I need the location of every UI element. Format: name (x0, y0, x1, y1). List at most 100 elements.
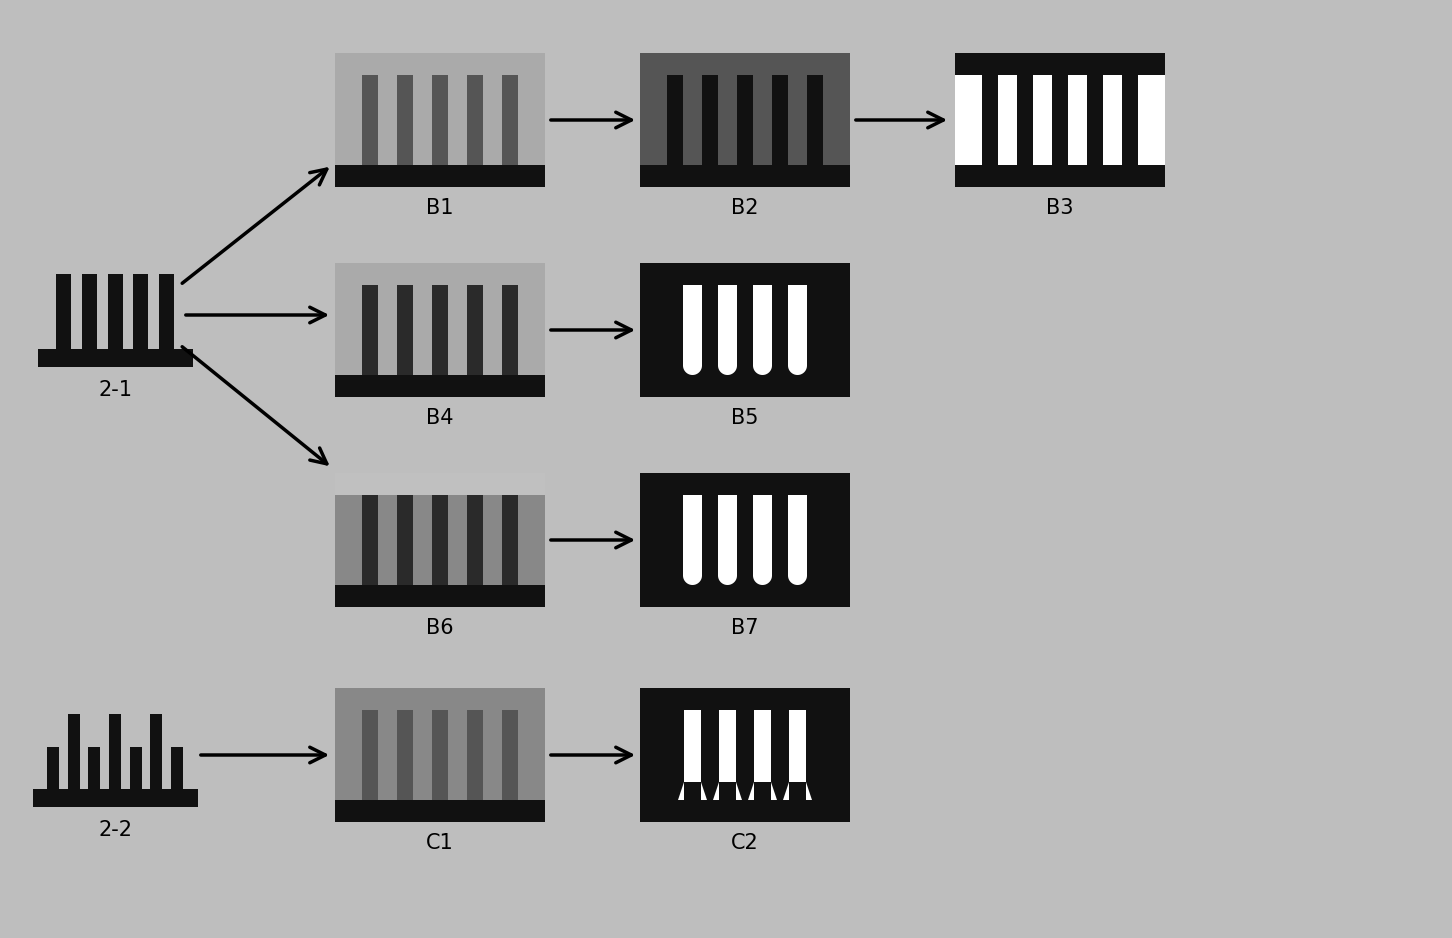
Polygon shape (788, 366, 807, 375)
Bar (955, 53, 1165, 75)
Bar (362, 495, 378, 585)
Bar (468, 285, 484, 375)
Polygon shape (783, 782, 790, 800)
Bar (396, 495, 412, 585)
Polygon shape (682, 576, 701, 585)
Bar (1032, 75, 1053, 165)
Bar (150, 714, 163, 789)
Bar (790, 710, 806, 782)
Bar (171, 748, 183, 789)
Bar (335, 585, 544, 607)
Bar (109, 714, 121, 789)
Polygon shape (713, 782, 719, 800)
Polygon shape (499, 375, 521, 382)
Bar (666, 75, 682, 165)
Polygon shape (682, 366, 701, 375)
Polygon shape (717, 366, 738, 375)
Bar (433, 710, 449, 800)
Bar (755, 710, 771, 782)
Bar (1104, 75, 1122, 165)
Bar (640, 263, 849, 285)
Bar (640, 285, 849, 375)
Bar (788, 285, 807, 366)
Text: B4: B4 (427, 408, 453, 428)
Bar (335, 75, 544, 165)
Bar (335, 710, 544, 800)
Bar (640, 585, 849, 607)
Bar (396, 75, 412, 165)
Bar (335, 495, 544, 585)
Bar (81, 274, 97, 349)
Text: B1: B1 (427, 198, 453, 218)
Polygon shape (463, 375, 486, 382)
Text: B2: B2 (732, 198, 759, 218)
Bar (396, 285, 412, 375)
Bar (717, 495, 738, 576)
Bar (68, 714, 80, 789)
Bar (682, 495, 701, 576)
Bar (335, 165, 544, 187)
Bar (502, 710, 518, 800)
Polygon shape (736, 782, 742, 800)
Bar (640, 800, 849, 822)
Bar (502, 285, 518, 375)
Bar (772, 75, 788, 165)
Bar (433, 75, 449, 165)
Bar (640, 75, 849, 165)
Polygon shape (754, 366, 772, 375)
Text: B7: B7 (732, 618, 759, 638)
Bar (335, 53, 544, 75)
Polygon shape (754, 576, 772, 585)
Bar (1069, 75, 1088, 165)
Bar (502, 75, 518, 165)
Bar (640, 688, 849, 710)
Polygon shape (428, 375, 452, 382)
Bar (682, 285, 701, 366)
Bar (433, 495, 449, 585)
Bar (38, 349, 193, 367)
Bar (335, 800, 544, 822)
Polygon shape (717, 576, 738, 585)
Bar (640, 710, 849, 800)
Bar (335, 285, 544, 375)
Bar (640, 473, 849, 495)
Polygon shape (748, 782, 755, 800)
Text: B5: B5 (732, 408, 759, 428)
Polygon shape (700, 782, 707, 800)
Bar (129, 748, 142, 789)
Bar (955, 75, 1165, 165)
Bar (335, 688, 544, 710)
Text: C2: C2 (732, 833, 759, 853)
Bar (955, 165, 1165, 187)
Bar (134, 274, 148, 349)
Text: 2-2: 2-2 (97, 820, 132, 840)
Bar (684, 710, 700, 782)
Bar (396, 710, 412, 800)
Bar (640, 495, 849, 585)
Bar (433, 285, 449, 375)
Bar (640, 165, 849, 187)
Polygon shape (678, 782, 684, 800)
Bar (160, 274, 174, 349)
Bar (468, 495, 484, 585)
Bar (701, 75, 717, 165)
Bar (107, 274, 122, 349)
Bar (362, 75, 378, 165)
Polygon shape (771, 782, 777, 800)
Bar (55, 274, 71, 349)
Bar (362, 710, 378, 800)
Bar (335, 375, 544, 397)
Bar (502, 495, 518, 585)
Bar (998, 75, 1016, 165)
Bar (788, 495, 807, 576)
Bar (362, 285, 378, 375)
Bar (807, 75, 823, 165)
Bar (640, 53, 849, 75)
Bar (32, 789, 197, 807)
Bar (754, 495, 772, 576)
Bar (754, 285, 772, 366)
Polygon shape (393, 375, 417, 382)
Bar (717, 285, 738, 366)
Text: C1: C1 (425, 833, 454, 853)
Bar (738, 75, 754, 165)
